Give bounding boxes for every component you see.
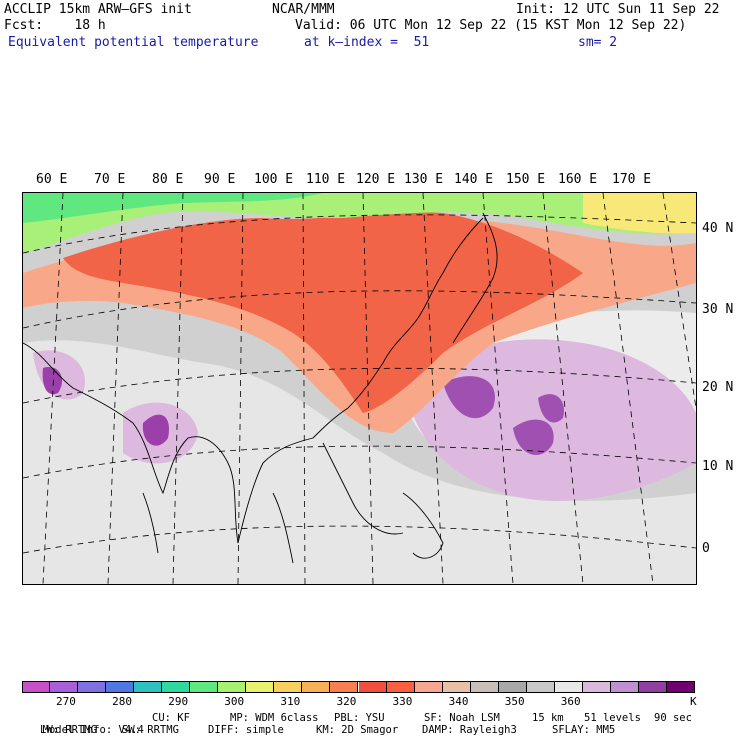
pbl-scheme: PBL: YSU — [334, 712, 385, 724]
map-panel — [22, 192, 697, 585]
colorbar-segment — [638, 681, 667, 693]
init-time: Init: 12 UTC Sun 11 Sep 22 — [516, 2, 720, 17]
sw-scheme: SW: RRTMG — [122, 724, 179, 736]
field-name: Equivalent potential temperature — [8, 35, 259, 50]
model-title: ACCLIP 15km ARW–GFS init — [4, 2, 192, 17]
longitude-label: 130 E — [404, 172, 444, 187]
model-info: Model Info: V4.4 — [42, 724, 144, 736]
red-band — [63, 211, 583, 413]
green-high-latitude — [23, 193, 696, 253]
colorbar-segment — [442, 681, 471, 693]
colorbar-tick-label: 290 — [168, 695, 189, 708]
coastlines — [23, 212, 498, 564]
colorbar-segment — [526, 681, 555, 693]
lw-scheme: LW: RRTMG — [40, 724, 97, 736]
longitude-label: 150 E — [506, 172, 546, 187]
colorbar-segment — [106, 681, 135, 693]
longitude-label: 70 E — [94, 172, 126, 187]
colorbar-tick-label: 360 — [560, 695, 581, 708]
colorbar-tick-label: 300 — [224, 695, 245, 708]
colorbar-segment — [50, 681, 79, 693]
colorbar-segment — [470, 681, 499, 693]
colorbar-segment — [358, 681, 387, 693]
pacific-core-2 — [513, 419, 554, 455]
timestep: 90 sec — [654, 712, 692, 724]
colorbar-tick-label: 330 — [392, 695, 413, 708]
sflay-scheme: SFLAY: MM5 — [552, 724, 616, 736]
longitude-label: 80 E — [152, 172, 184, 187]
latitude-label: 30 N — [702, 302, 734, 317]
latitude-label: 20 N — [702, 380, 734, 395]
colorbar-frame — [22, 681, 695, 693]
colorbar-segment — [134, 681, 163, 693]
colorbar-segment — [498, 681, 527, 693]
colorbar-segment — [330, 681, 359, 693]
colorbar-tick-label: 280 — [112, 695, 132, 708]
longitude-label: 120 E — [356, 172, 396, 187]
colorbar-segment — [554, 681, 583, 693]
colorbar-tick-label: 270 — [56, 695, 76, 708]
colorbar-tick-label: 320 — [336, 695, 357, 708]
latitude-label: 10 N — [702, 459, 734, 474]
footer-line1: Model Info: V4.4 — [30, 712, 144, 736]
level-index: at k–index = 51 — [304, 35, 430, 50]
center-label: NCAR/MMM — [272, 2, 335, 17]
colorbar-segment — [610, 681, 639, 693]
forecast-hour: Fcst: 18 h — [4, 18, 106, 33]
colorbar-tick-label: 340 — [448, 695, 469, 708]
colorbar-segment — [302, 681, 331, 693]
colorbar-segment — [78, 681, 107, 693]
colorbar-tick-label: 310 — [280, 695, 301, 708]
yellow-north-pacific — [583, 193, 696, 234]
colorbar-segment — [218, 681, 247, 693]
colorbar-segment — [274, 681, 303, 693]
valid-time: Valid: 06 UTC Mon 12 Sep 22 (15 KST Mon … — [295, 18, 687, 33]
deep-green-north — [23, 193, 323, 223]
latitude-label: 0 — [702, 541, 710, 556]
pacific-core-1 — [443, 376, 495, 419]
smoothing-label: sm= 2 — [578, 35, 618, 50]
km-scheme: KM: 2D Smagor — [316, 724, 399, 736]
colorbar-segment — [22, 681, 51, 693]
longitude-label: 140 E — [454, 172, 494, 187]
diff-scheme: DIFF: simple — [208, 724, 284, 736]
longitude-label: 60 E — [36, 172, 68, 187]
longitude-label: 110 E — [306, 172, 346, 187]
longitude-label: 170 E — [612, 172, 652, 187]
colorbar — [22, 681, 695, 693]
resolution: 15 km — [532, 712, 564, 724]
tropical-low-theta-region — [23, 340, 696, 584]
colorbar-segment — [386, 681, 415, 693]
colorbar-segment — [162, 681, 191, 693]
colorbar-unit: K — [690, 695, 697, 708]
longitude-label: 100 E — [254, 172, 294, 187]
pacific-core-3 — [538, 394, 564, 423]
latitude-label: 40 N — [702, 221, 734, 236]
cu-scheme: CU: KF — [152, 712, 190, 724]
colorbar-segment — [246, 681, 275, 693]
longitude-label: 90 E — [204, 172, 236, 187]
colorbar-tick-label: 350 — [504, 695, 525, 708]
india-core — [142, 414, 169, 446]
colorbar-segment — [582, 681, 611, 693]
map-svg — [23, 193, 696, 584]
colorbar-segment — [190, 681, 219, 693]
longitude-label: 160 E — [558, 172, 598, 187]
colorbar-segment — [414, 681, 443, 693]
levels: 51 levels — [584, 712, 641, 724]
mp-scheme: MP: WDM 6class — [230, 712, 319, 724]
sf-scheme: SF: Noah LSM — [424, 712, 500, 724]
damp-scheme: DAMP: Rayleigh3 — [422, 724, 517, 736]
